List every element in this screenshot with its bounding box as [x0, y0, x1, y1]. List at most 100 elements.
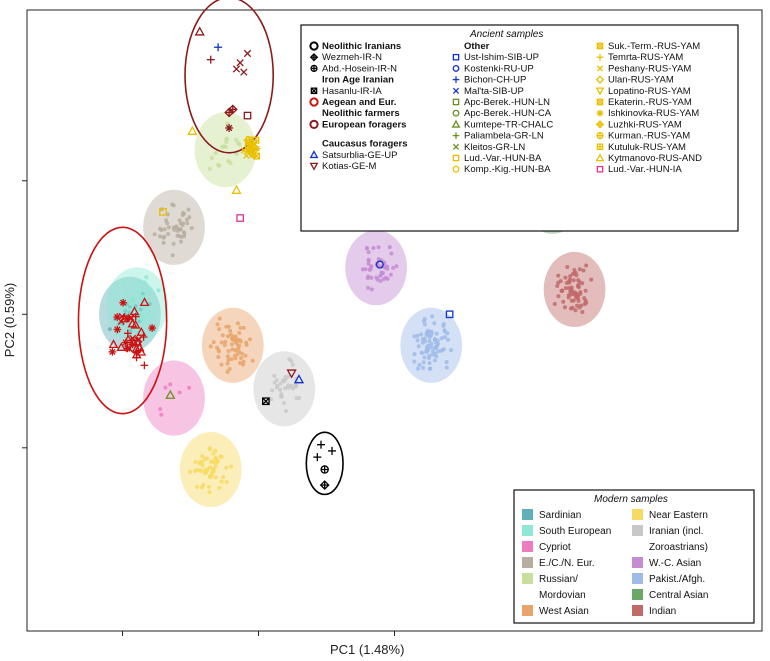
- modern-sample-point: [565, 265, 570, 270]
- modern-sample-point: [200, 454, 205, 459]
- modern-sample-point: [573, 290, 578, 295]
- modern-sample-point: [562, 305, 567, 310]
- modern-sample-point: [193, 459, 198, 464]
- modern-sample-point: [219, 340, 224, 345]
- modern-sample-point: [233, 348, 238, 353]
- ancient-sample-point: [320, 465, 329, 474]
- modern-sample-point: [389, 251, 394, 256]
- modern-sample-point: [211, 451, 216, 456]
- modern-sample-point: [237, 142, 242, 147]
- modern-sample-point: [577, 267, 582, 272]
- modern-legend-swatch: [522, 557, 533, 568]
- ancient-sample-point: [128, 340, 137, 349]
- ancient-legend-label: Abd.-Hosein-IR-N: [322, 63, 397, 74]
- modern-sample-point: [589, 277, 594, 282]
- modern-sample-point: [148, 290, 153, 295]
- ancient-sample-point: [119, 313, 130, 323]
- ancient-sample-point: [134, 342, 145, 352]
- modern-sample-point: [239, 355, 244, 360]
- modern-sample-point: [283, 409, 288, 414]
- modern-sample-point: [427, 338, 432, 343]
- modern-legend-label: South European: [539, 526, 611, 537]
- modern-legend-label: E./C./N. Eur.: [539, 558, 595, 569]
- modern-legend-label: W.-C. Asian: [649, 558, 701, 569]
- modern-sample-point: [558, 279, 563, 284]
- modern-sample-point: [124, 291, 129, 296]
- modern-sample-point: [181, 221, 186, 226]
- modern-sample-point: [225, 361, 230, 366]
- modern-sample-point: [580, 281, 585, 286]
- modern-sample-point: [269, 397, 274, 402]
- modern-sample-point: [161, 240, 166, 245]
- modern-sample-point: [564, 280, 569, 285]
- modern-sample-point: [224, 480, 229, 485]
- modern-sample-point: [210, 470, 215, 475]
- ancient-sample-point: [595, 153, 605, 162]
- ancient-legend-label: Ishkinovka-RUS-YAM: [608, 108, 699, 119]
- modern-sample-point: [229, 464, 234, 469]
- modern-sample-point: [208, 475, 213, 480]
- modern-sample-point: [220, 145, 225, 150]
- modern-sample-point: [576, 278, 581, 283]
- ancient-sample-point: [165, 389, 176, 399]
- modern-sample-point: [419, 332, 424, 337]
- modern-legend-swatch: [632, 605, 643, 616]
- ancient-sample-point: [452, 53, 460, 61]
- modern-legend-swatch: [522, 509, 533, 520]
- modern-sample-point: [286, 383, 291, 388]
- ancient-sample-point: [136, 326, 147, 336]
- modern-sample-point: [421, 360, 426, 365]
- ancient-sample-point: [286, 369, 297, 379]
- ancient-sample-point: [309, 150, 319, 159]
- modern-sample-point: [430, 314, 435, 319]
- modern-sample-point: [429, 341, 434, 346]
- group-ellipse: [305, 431, 344, 496]
- modern-sample-point: [427, 353, 432, 358]
- ancient-sample-point: [243, 152, 250, 159]
- modern-sample-point: [123, 308, 128, 313]
- modern-sample-point: [158, 406, 163, 411]
- modern-sample-point: [283, 386, 288, 391]
- modern-sample-point: [385, 264, 390, 269]
- modern-legend-swatch: [522, 605, 533, 616]
- modern-sample-point: [161, 235, 166, 240]
- modern-sample-point: [185, 221, 190, 226]
- modern-sample-point: [137, 294, 142, 299]
- modern-sample-point: [281, 378, 286, 383]
- modern-sample-point: [561, 299, 566, 304]
- modern-sample-point: [184, 217, 189, 222]
- modern-sample-point: [156, 288, 161, 293]
- modern-sample-point: [579, 303, 584, 308]
- modern-sample-point: [391, 265, 396, 270]
- ancient-sample-point: [596, 53, 604, 61]
- modern-sample-point: [580, 309, 585, 314]
- modern-sample-point: [228, 328, 233, 333]
- modern-sample-point: [569, 287, 574, 292]
- ancient-sample-point: [130, 319, 141, 329]
- modern-sample-point: [360, 267, 365, 272]
- modern-sample-point: [139, 286, 144, 291]
- ancient-sample-point: [309, 162, 319, 171]
- modern-sample-point: [213, 150, 218, 155]
- modern-sample-point: [189, 226, 194, 231]
- modern-sample-point: [217, 327, 222, 332]
- ancient-sample-point: [187, 125, 198, 135]
- modern-sample-point: [369, 287, 374, 292]
- ancient-sample-point: [451, 119, 461, 128]
- modern-sample-point: [219, 362, 224, 367]
- axis-ticks: [22, 180, 395, 636]
- modern-sample-point: [441, 323, 446, 328]
- modern-sample-point: [432, 321, 437, 326]
- modern-sample-point: [138, 307, 143, 312]
- y-axis-label: PC2 (0.59%): [2, 283, 17, 357]
- modern-sample-point: [219, 454, 224, 459]
- modern-sample-point: [241, 362, 246, 367]
- ancient-sample-point: [113, 325, 122, 334]
- modern-sample-point: [207, 447, 212, 452]
- modern-sample-point: [195, 484, 200, 489]
- modern-sample-point: [376, 245, 381, 250]
- modern-sample-point: [213, 448, 218, 453]
- ancient-sample-point: [596, 109, 604, 117]
- modern-sample-point: [226, 357, 231, 362]
- ancient-legend-label: Temrta-RUS-YAM: [608, 52, 683, 63]
